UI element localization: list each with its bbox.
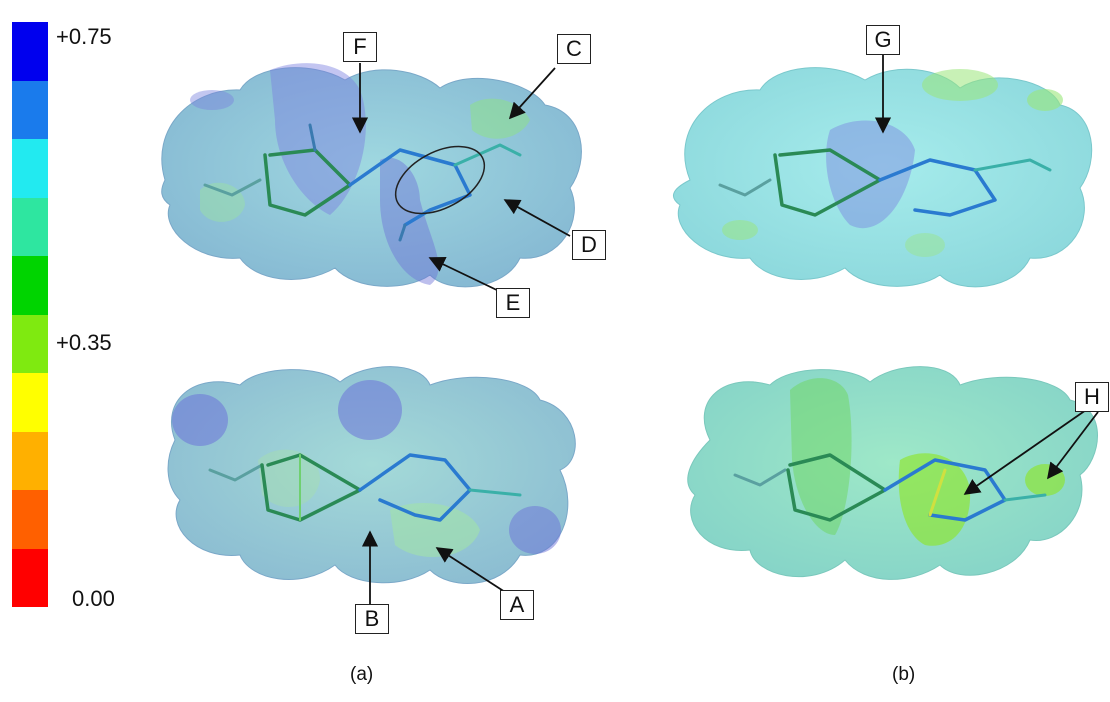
- panel-a-caption: (a): [350, 664, 374, 685]
- scale-swatch-8: [12, 431, 48, 490]
- callout-label-b: B: [355, 604, 389, 634]
- callout-label-d: D: [572, 230, 606, 260]
- highlight-ellipse: [394, 145, 486, 215]
- scale-swatch-3: [12, 139, 48, 198]
- panel-b-caption: (b): [892, 664, 916, 685]
- callout-label-f: F: [343, 32, 377, 62]
- scale-swatch-10: [12, 548, 48, 607]
- scale-max-label: +0.75: [56, 24, 112, 49]
- scale-swatch-2: [12, 80, 48, 139]
- scale-min-label: 0.00: [72, 586, 115, 611]
- surface-a-top: [161, 63, 582, 288]
- molecule-skeletons: [203, 123, 1052, 522]
- scale-swatch-4: [12, 197, 48, 256]
- scale-swatch-1: [12, 22, 48, 81]
- scale-swatch-7: [12, 373, 48, 432]
- surface-a-bottom: [167, 366, 576, 584]
- callout-label-a: A: [500, 590, 534, 620]
- scale-swatch-5: [12, 256, 48, 315]
- callout-label-h: H: [1075, 382, 1109, 412]
- callout-label-g: G: [866, 25, 900, 55]
- callout-arrows: [351, 55, 1099, 605]
- callout-label-e: E: [496, 288, 530, 318]
- scale-swatch-9: [12, 490, 48, 549]
- scale-swatch-6: [12, 314, 48, 373]
- scale-mid-label: +0.35: [56, 330, 112, 355]
- callout-label-c: C: [557, 34, 591, 64]
- surface-b-bottom: [687, 366, 1098, 580]
